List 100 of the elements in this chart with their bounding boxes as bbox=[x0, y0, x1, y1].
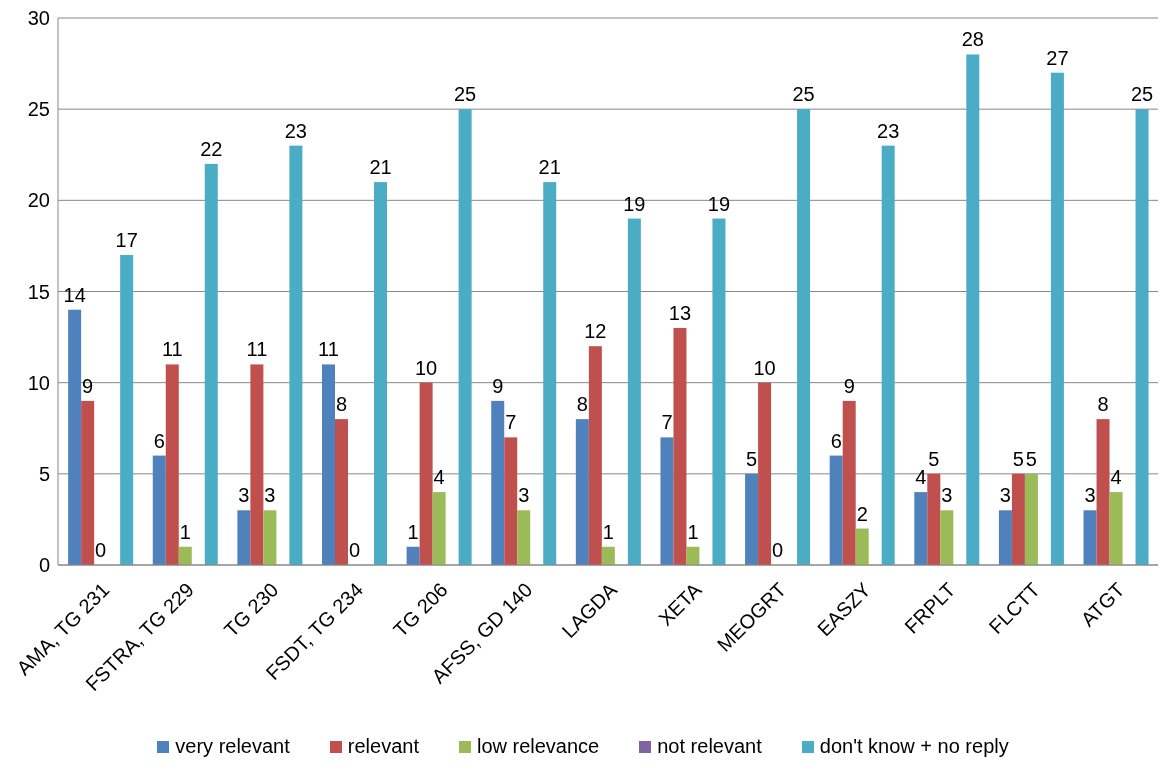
bar bbox=[517, 510, 531, 565]
bar bbox=[406, 546, 420, 565]
data-label: 10 bbox=[414, 356, 438, 379]
bar bbox=[588, 346, 602, 565]
data-label: 3 bbox=[999, 484, 1011, 507]
data-label: 14 bbox=[63, 283, 86, 306]
bar bbox=[178, 546, 192, 565]
data-label: 7 bbox=[505, 411, 517, 434]
bar bbox=[237, 510, 251, 565]
data-label: 12 bbox=[584, 320, 607, 343]
bar bbox=[855, 528, 869, 565]
y-tick-label: 20 bbox=[27, 189, 50, 212]
data-label: 21 bbox=[538, 156, 561, 179]
bar bbox=[1050, 72, 1064, 565]
data-label: 7 bbox=[661, 411, 673, 434]
data-label: 4 bbox=[433, 466, 445, 489]
data-label: 21 bbox=[369, 156, 392, 179]
data-label: 8 bbox=[1097, 393, 1109, 416]
data-label: 27 bbox=[1046, 46, 1069, 69]
data-label: 1 bbox=[179, 520, 191, 543]
y-tick-label: 5 bbox=[38, 462, 50, 485]
y-tick-label: 15 bbox=[27, 280, 50, 303]
data-label: 25 bbox=[792, 83, 815, 106]
bar bbox=[914, 492, 928, 565]
data-label: 5 bbox=[928, 447, 940, 470]
data-label: 4 bbox=[1110, 466, 1122, 489]
data-label: 10 bbox=[753, 356, 776, 379]
data-label: 25 bbox=[1130, 83, 1154, 106]
bar bbox=[797, 109, 811, 565]
bar bbox=[829, 455, 843, 565]
data-label: 13 bbox=[668, 301, 692, 324]
bar bbox=[1011, 473, 1025, 565]
bar bbox=[432, 492, 446, 565]
legend-label: don't know + no reply bbox=[819, 735, 1009, 758]
bar bbox=[419, 382, 433, 565]
legend-label: relevant bbox=[347, 735, 419, 758]
data-label: 0 bbox=[95, 539, 107, 561]
bar bbox=[322, 364, 335, 565]
data-label: 6 bbox=[153, 429, 165, 452]
bar bbox=[165, 364, 179, 565]
data-label: 8 bbox=[335, 393, 348, 416]
data-label: 9 bbox=[492, 374, 504, 397]
bar bbox=[881, 145, 895, 565]
data-label: 11 bbox=[246, 338, 268, 361]
data-label: 22 bbox=[200, 137, 223, 160]
data-label: 25 bbox=[453, 83, 477, 106]
bar bbox=[263, 510, 277, 565]
bar bbox=[940, 510, 954, 565]
bar bbox=[927, 473, 941, 565]
data-label: 1 bbox=[602, 520, 614, 543]
data-label: 3 bbox=[1084, 484, 1096, 507]
legend-label: very relevant bbox=[175, 735, 290, 758]
bar bbox=[68, 309, 82, 565]
y-tick-label: 30 bbox=[27, 7, 50, 30]
bar bbox=[673, 327, 687, 565]
data-label: 0 bbox=[348, 539, 361, 561]
data-label: 3 bbox=[518, 484, 530, 507]
data-label: 0 bbox=[772, 539, 784, 561]
bar bbox=[120, 255, 134, 565]
data-label: 3 bbox=[238, 484, 250, 507]
data-label: 23 bbox=[877, 119, 900, 142]
bar bbox=[81, 400, 95, 565]
legend-label: low relevance bbox=[476, 735, 600, 758]
data-label: 11 bbox=[161, 338, 183, 361]
bar bbox=[250, 364, 264, 565]
data-label: 5 bbox=[746, 447, 758, 470]
data-label: 11 bbox=[318, 338, 339, 361]
bar bbox=[1109, 492, 1123, 565]
data-label: 9 bbox=[843, 374, 855, 397]
bar bbox=[1096, 419, 1110, 565]
data-label: 19 bbox=[623, 192, 646, 215]
bar bbox=[998, 510, 1012, 565]
bar bbox=[152, 455, 166, 565]
bar bbox=[575, 419, 589, 565]
bar bbox=[1135, 109, 1149, 565]
bar bbox=[712, 218, 726, 565]
data-label: 4 bbox=[915, 466, 927, 489]
bar bbox=[458, 109, 472, 565]
bar bbox=[842, 400, 856, 565]
data-label: 9 bbox=[82, 374, 94, 397]
bar bbox=[601, 546, 615, 565]
y-tick-label: 25 bbox=[27, 98, 50, 121]
data-label: 1 bbox=[407, 520, 419, 543]
data-label: 19 bbox=[707, 192, 731, 215]
bar bbox=[660, 437, 674, 565]
data-label: 5 bbox=[1012, 447, 1024, 470]
y-tick-label: 10 bbox=[27, 371, 50, 394]
data-label: 23 bbox=[284, 119, 308, 142]
data-label: 5 bbox=[1025, 447, 1037, 470]
data-label: 28 bbox=[961, 28, 984, 51]
bar bbox=[745, 473, 759, 565]
bar bbox=[1083, 510, 1097, 565]
bar bbox=[1024, 473, 1038, 565]
data-label: 17 bbox=[115, 229, 138, 252]
bar bbox=[374, 182, 387, 565]
data-label: 8 bbox=[576, 393, 588, 416]
bar bbox=[335, 419, 348, 565]
bar bbox=[504, 437, 518, 565]
bar bbox=[627, 218, 641, 565]
legend-label: not relevant bbox=[657, 735, 762, 758]
